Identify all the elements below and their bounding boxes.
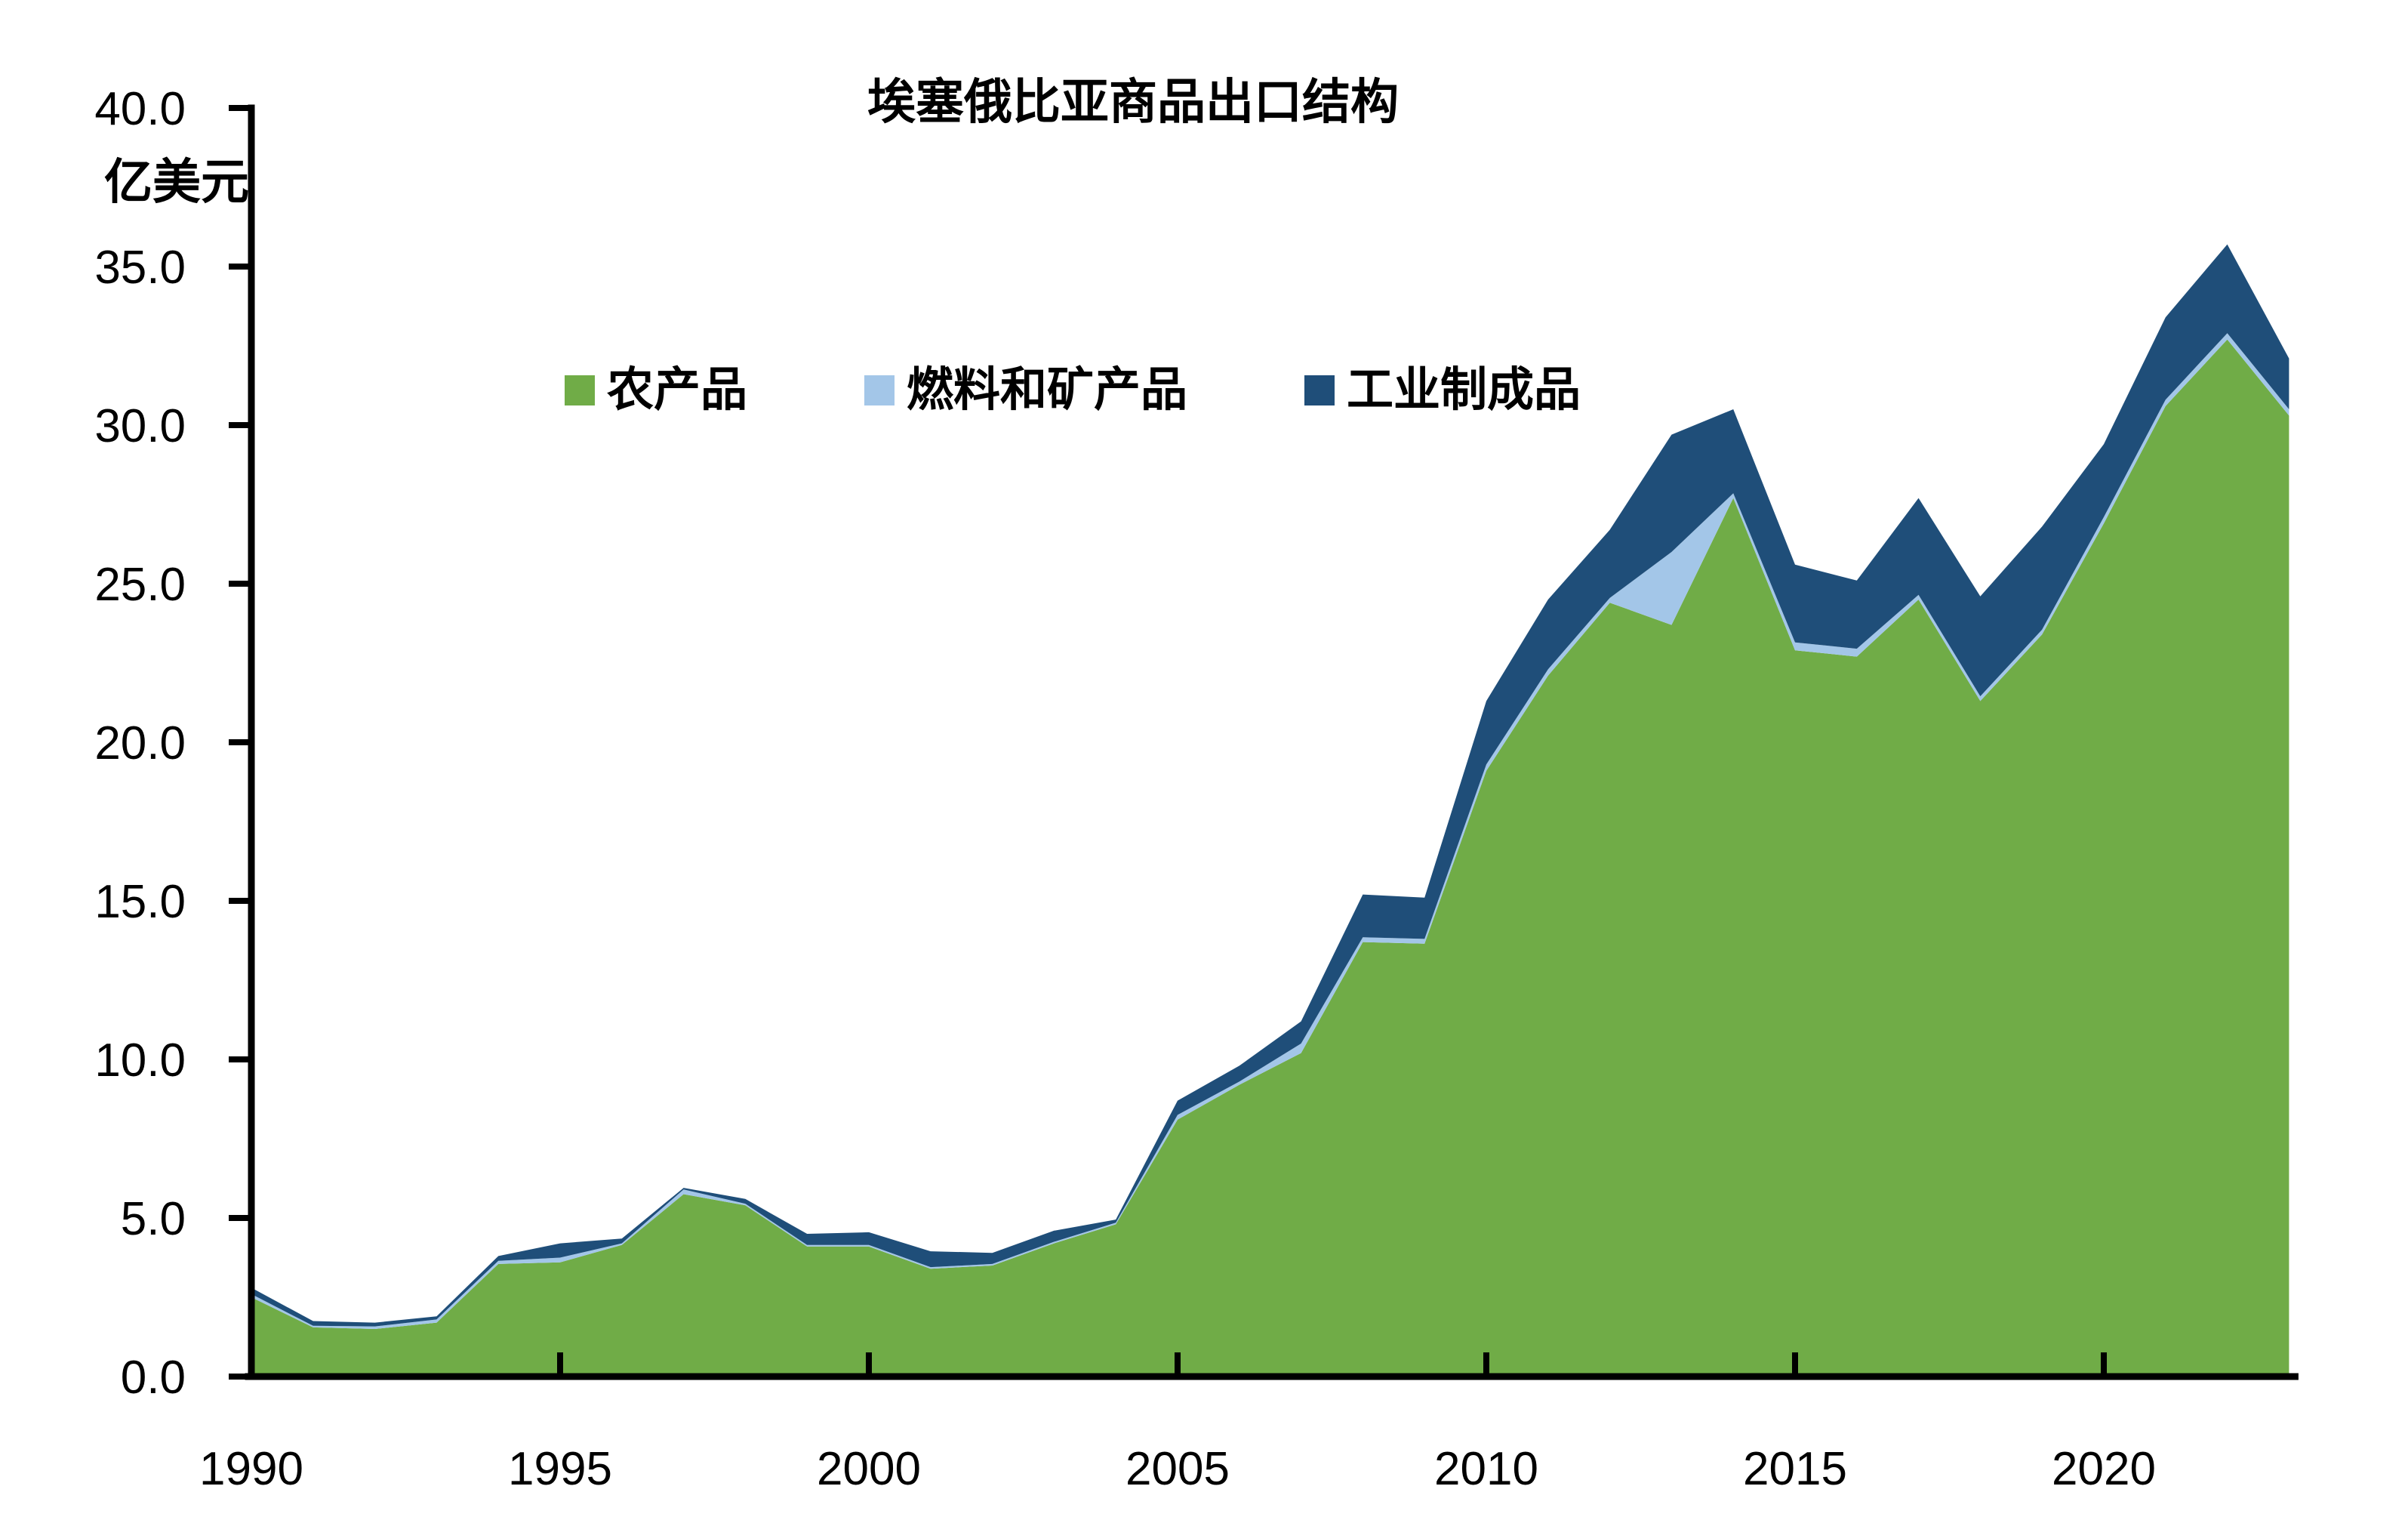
y-tick-label: 15.0 [94,876,186,928]
x-tick-label: 1990 [199,1443,303,1495]
legend-item-fuels-minerals: 燃料和矿产品 [864,367,1187,414]
legend-label-fuels-minerals: 燃料和矿产品 [907,365,1188,416]
area-agricultural [251,339,2289,1377]
x-tick-label: 2000 [817,1443,921,1495]
y-axis-unit-label: 亿美元 [104,156,249,209]
x-tick-label: 2005 [1125,1443,1230,1495]
legend-label-manufactured: 工业制成品 [1347,365,1581,416]
chart-legend: 农产品 燃料和矿产品 工业制成品 [565,367,1581,414]
x-tick-label: 1995 [508,1443,612,1495]
y-tick-label: 25.0 [94,559,186,611]
legend-swatch-agricultural-icon [565,375,595,405]
chart-title: 埃塞俄比亚商品出口结构 [867,76,1399,129]
y-tick-label: 10.0 [94,1034,186,1087]
legend-label-agricultural: 农产品 [607,365,748,416]
y-tick-label: 30.0 [94,400,186,452]
legend-item-agricultural: 农产品 [565,367,747,414]
y-tick-label: 0.0 [121,1352,186,1404]
y-tick-label: 5.0 [121,1193,186,1245]
legend-swatch-fuels-minerals-icon [864,375,895,405]
y-tick-label: 20.0 [94,717,186,769]
y-tick-label: 40.0 [94,83,186,135]
x-tick-label: 2010 [1434,1443,1538,1495]
legend-swatch-manufactured-icon [1304,375,1335,405]
x-tick-label: 2020 [2052,1443,2156,1495]
legend-item-manufactured: 工业制成品 [1304,367,1581,414]
x-tick-label: 2015 [1743,1443,1847,1495]
y-tick-label: 35.0 [94,242,186,294]
